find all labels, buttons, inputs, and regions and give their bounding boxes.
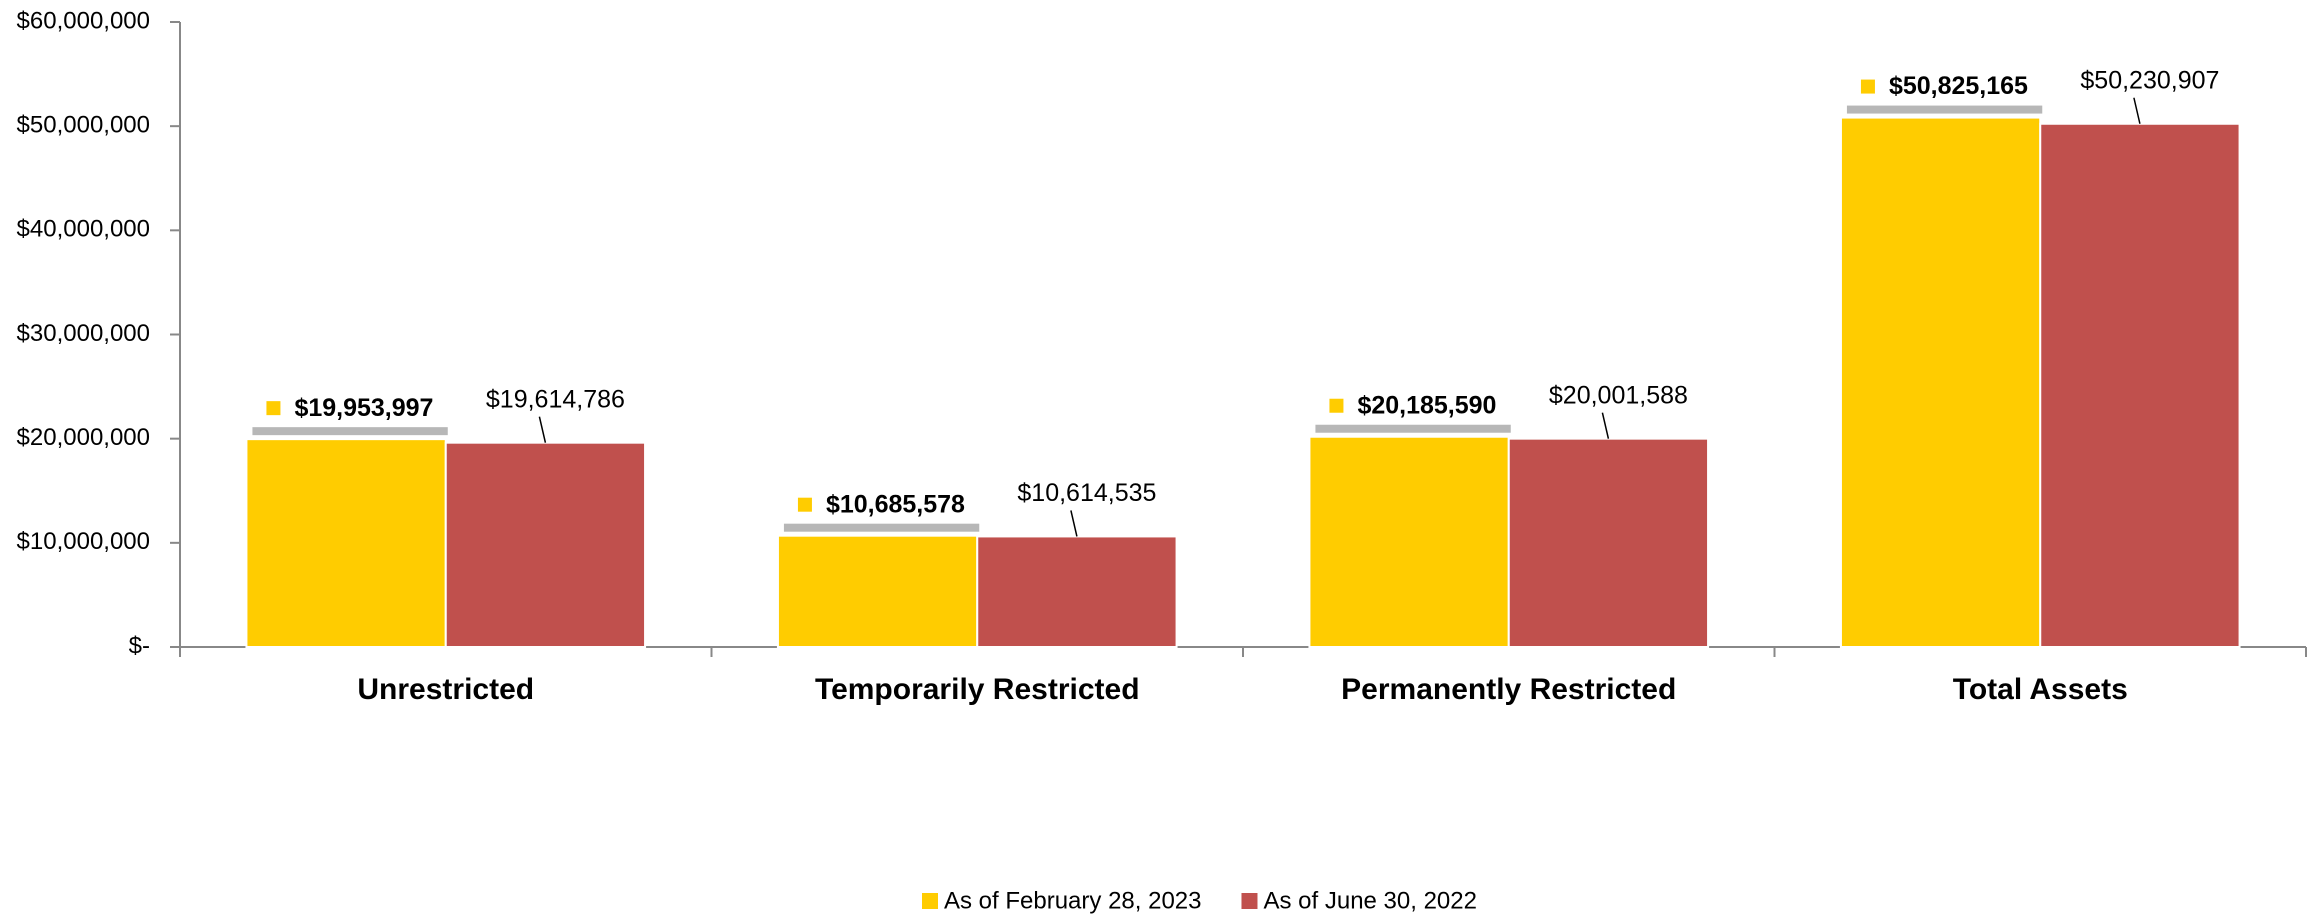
y-tick-label: $60,000,000 [17,7,150,34]
x-tick-label: Unrestricted [357,673,534,706]
x-tick-label: Total Assets [1953,673,2128,706]
legend-label: As of June 30, 2022 [1263,887,1477,914]
label-shadow [1846,105,2043,114]
y-tick-label: $40,000,000 [17,216,150,243]
leader-line [538,416,547,443]
bar [1507,437,1710,648]
bar [1839,116,2042,648]
data-label: $10,614,535 [1017,479,1156,507]
data-label: $20,185,590 [1357,391,1496,419]
label-key [1329,398,1344,413]
label-key [797,497,812,512]
data-label: $50,230,907 [2080,66,2219,94]
bar [1308,435,1510,648]
y-tick-label: $50,000,000 [17,112,150,139]
label-key [1860,79,1875,94]
leader-line [2133,97,2141,124]
leader-line [1070,510,1078,537]
legend-swatch [1241,893,1258,909]
bar [245,438,447,649]
bar [2039,122,2241,648]
y-tick-label: $- [129,632,150,659]
data-label: $10,685,578 [826,490,965,518]
bar [444,441,647,649]
x-tick-label: Permanently Restricted [1341,673,1676,706]
leader-line [1601,412,1610,439]
y-tick-label: $20,000,000 [17,424,150,451]
data-label: $50,825,165 [1889,72,2028,100]
bar [776,534,979,648]
label-shadow [783,523,980,532]
label-shadow [252,427,448,436]
data-label: $19,953,997 [294,394,433,422]
y-tick-label: $30,000,000 [17,320,150,347]
y-tick-label: $10,000,000 [17,528,150,555]
label-key [266,401,281,416]
bar [976,535,1178,649]
label-shadow [1315,424,1511,433]
x-tick-label: Temporarily Restricted [815,673,1140,706]
data-label: $19,614,786 [486,385,625,413]
legend-swatch [922,893,938,909]
legend-label: As of February 28, 2023 [944,887,1201,914]
data-label: $20,001,588 [1549,381,1688,409]
